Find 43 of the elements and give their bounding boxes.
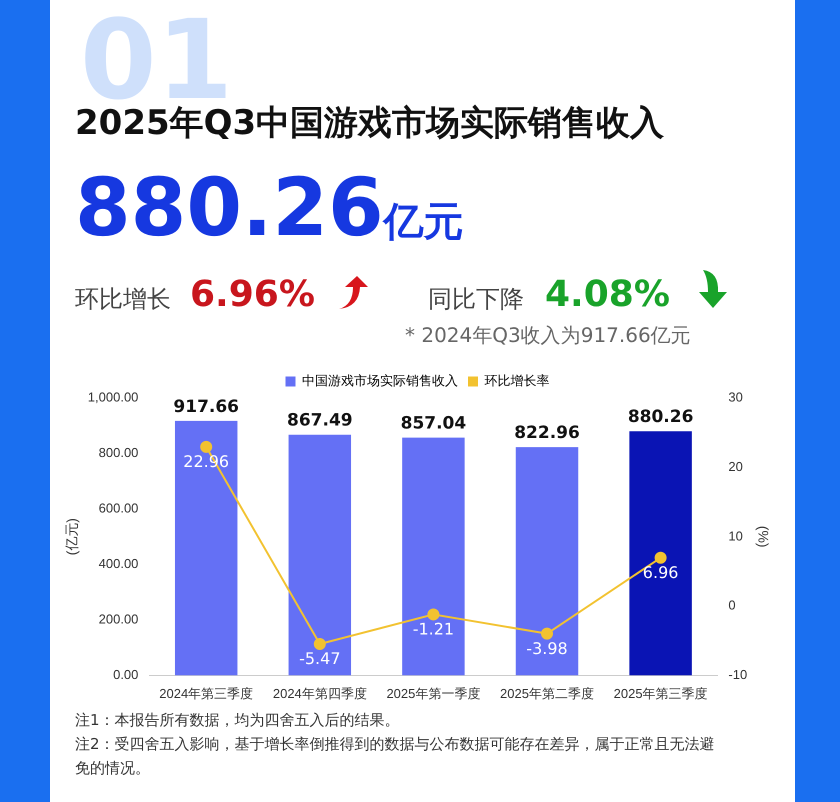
text: 环比增长 xyxy=(75,284,171,315)
text: * 2024年Q3收入为917.66亿元 xyxy=(405,322,691,349)
chart-title: 2025年Q3中国游戏市场实际销售收入 xyxy=(75,102,664,145)
data-label: 867.49 xyxy=(287,410,353,431)
y2-tick-label: 20 xyxy=(728,458,743,474)
text: 注1：本报告所有数据，均为四舍五入后的结果。 xyxy=(75,710,401,731)
y2-tick-label: -10 xyxy=(728,666,748,682)
data-label: -3.98 xyxy=(526,638,568,658)
data-label: -5.47 xyxy=(299,649,341,668)
y2-tick-label: 10 xyxy=(728,528,743,544)
x-tick-label: 2025年第一季度 xyxy=(386,686,480,701)
data-label: -1.21 xyxy=(412,620,454,639)
y-tick-label: 0.00 xyxy=(113,666,138,682)
legend-label: 环比增长率 xyxy=(484,373,550,388)
y-tick-label: 400.00 xyxy=(98,556,138,572)
x-tick-label: 2025年第二季度 xyxy=(500,686,594,701)
point xyxy=(314,638,326,650)
y2-tick-label: 0 xyxy=(728,598,736,613)
point xyxy=(541,628,554,640)
legend-label: 中国游戏市场实际销售收入 xyxy=(302,373,458,388)
y2-axis-title: (%) xyxy=(756,526,772,548)
chart-subtitle: 880.26亿元 xyxy=(75,161,464,254)
y2-tick-label: 30 xyxy=(728,390,743,405)
x-tick-label: 2025年第三季度 xyxy=(614,686,708,701)
data-label: 917.66 xyxy=(173,396,240,417)
y-tick-label: 200.00 xyxy=(98,612,138,626)
y-tick-label: 1,000.00 xyxy=(88,390,138,405)
y-axis-title: (亿元) xyxy=(63,518,80,556)
x-tick-label: 2024年第三季度 xyxy=(159,686,254,701)
y-tick-label: 600.00 xyxy=(98,500,138,516)
point xyxy=(200,440,212,453)
text: 4.08% xyxy=(545,274,670,315)
text: 同比下降 xyxy=(428,284,524,315)
point xyxy=(427,608,440,620)
point xyxy=(654,552,667,564)
y-tick-label: 800.00 xyxy=(98,445,138,460)
x-tick-label: 2024年第四季度 xyxy=(272,686,367,701)
data-label: 880.26 xyxy=(628,407,694,428)
data-label: 857.04 xyxy=(400,414,466,434)
data-label: 822.96 xyxy=(514,423,580,444)
text: 6.96% xyxy=(190,274,315,315)
text: 注2：受四舍五入影响，基于增长率倒推得到的数据与公布数据可能存在差异，属于正常且无法避免的情况。 xyxy=(75,734,715,779)
data-label: 6.96 xyxy=(642,562,678,582)
